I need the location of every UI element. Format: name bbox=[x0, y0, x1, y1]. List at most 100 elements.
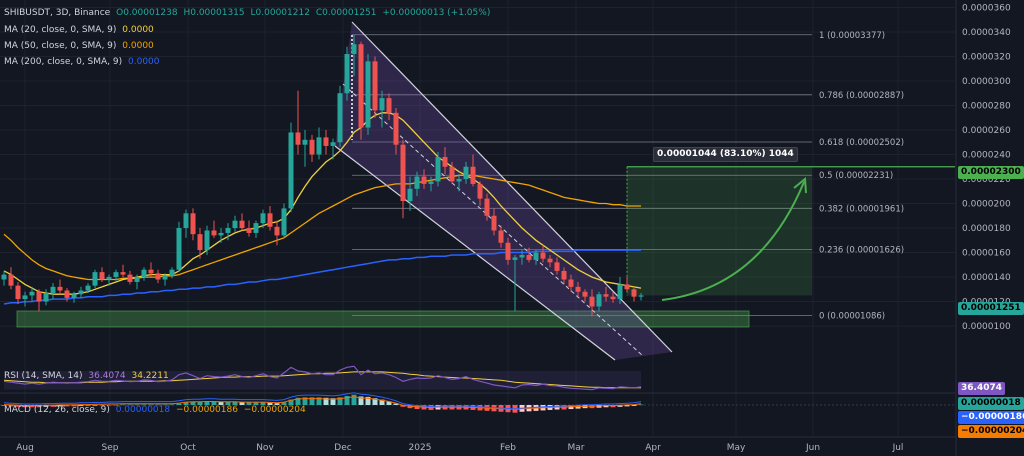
candle-body[interactable] bbox=[281, 208, 287, 236]
candle-body[interactable] bbox=[162, 275, 168, 280]
candle-body[interactable] bbox=[64, 290, 70, 298]
macd-label[interactable]: MACD (12, 26, close, 9) bbox=[4, 405, 110, 415]
candle-body[interactable] bbox=[491, 215, 497, 231]
fib-retracement[interactable]: 1 (0.00003377) 0.786 (0.00002887) 0.618 (0… bbox=[352, 31, 904, 322]
candle-body[interactable] bbox=[365, 61, 371, 128]
descending-channel[interactable] bbox=[334, 21, 673, 361]
candle-body[interactable] bbox=[246, 228, 252, 233]
candle-body[interactable] bbox=[260, 213, 266, 224]
candle-body[interactable] bbox=[554, 262, 560, 271]
candle-body[interactable] bbox=[232, 220, 238, 229]
candle-body[interactable] bbox=[190, 213, 196, 235]
candle-body[interactable] bbox=[169, 269, 175, 276]
candle-body[interactable] bbox=[267, 213, 273, 227]
candle-body[interactable] bbox=[456, 179, 462, 182]
candle-body[interactable] bbox=[610, 296, 616, 300]
candle-body[interactable] bbox=[442, 156, 448, 167]
candle-body[interactable] bbox=[463, 166, 469, 180]
candle-body[interactable] bbox=[505, 242, 511, 260]
candle-body[interactable] bbox=[421, 176, 427, 184]
candle-body[interactable] bbox=[8, 274, 14, 286]
candle-body[interactable] bbox=[582, 291, 588, 297]
candle-body[interactable] bbox=[477, 183, 483, 199]
candle-body[interactable] bbox=[358, 44, 364, 128]
candle-body[interactable] bbox=[631, 289, 637, 297]
rsi-label[interactable]: RSI (14, SMA, 14) bbox=[4, 371, 83, 381]
candle-body[interactable] bbox=[36, 291, 42, 302]
ma20-label[interactable]: MA (20, close, 0, SMA, 9) bbox=[4, 25, 117, 35]
candle-body[interactable] bbox=[15, 285, 21, 300]
candle-body[interactable] bbox=[428, 181, 434, 184]
symbol-label[interactable]: SHIBUSDT, 3D, Binance bbox=[4, 8, 111, 18]
measure-box[interactable] bbox=[626, 166, 955, 296]
candle-body[interactable] bbox=[197, 234, 203, 251]
channel-lower-line[interactable] bbox=[334, 145, 616, 361]
candle-body[interactable] bbox=[638, 295, 644, 297]
candle-body[interactable] bbox=[617, 284, 623, 300]
candle-body[interactable] bbox=[218, 232, 224, 236]
candle-body[interactable] bbox=[288, 132, 294, 209]
candle-body[interactable] bbox=[484, 198, 490, 216]
candle-body[interactable] bbox=[1, 274, 7, 280]
candle-body[interactable] bbox=[92, 272, 98, 286]
time-axis[interactable]: Aug Sep Oct Nov Dec 2025 Feb Mar Apr May Jun Jul bbox=[0, 436, 956, 453]
candle-body[interactable] bbox=[148, 269, 154, 274]
candle-body[interactable] bbox=[498, 230, 504, 243]
candle-body[interactable] bbox=[204, 230, 210, 251]
candle-body[interactable] bbox=[337, 93, 343, 143]
candle-body[interactable] bbox=[400, 144, 406, 202]
candle-body[interactable] bbox=[274, 226, 280, 236]
ma200-label[interactable]: MA (200, close, 0, SMA, 9) bbox=[4, 57, 123, 67]
candle-body[interactable] bbox=[624, 284, 630, 290]
candle-body[interactable] bbox=[239, 220, 245, 229]
candle-body[interactable] bbox=[512, 257, 518, 260]
candle-body[interactable] bbox=[99, 272, 105, 280]
candle-body[interactable] bbox=[547, 258, 553, 263]
candles[interactable] bbox=[1, 34, 644, 317]
rsi-pane[interactable] bbox=[0, 365, 955, 394]
candle-body[interactable] bbox=[330, 142, 336, 146]
candle-body[interactable] bbox=[519, 254, 525, 258]
candle-body[interactable] bbox=[379, 98, 385, 111]
candle-body[interactable] bbox=[372, 61, 378, 111]
candle-body[interactable] bbox=[302, 139, 308, 145]
candle-body[interactable] bbox=[351, 44, 357, 55]
candle-body[interactable] bbox=[43, 292, 49, 302]
candle-body[interactable] bbox=[176, 228, 182, 270]
candle-body[interactable] bbox=[78, 290, 84, 295]
candle-body[interactable] bbox=[106, 277, 112, 280]
candle-body[interactable] bbox=[393, 112, 399, 145]
candle-body[interactable] bbox=[22, 295, 28, 300]
candle-body[interactable] bbox=[134, 277, 140, 282]
candle-body[interactable] bbox=[309, 139, 315, 155]
candle-body[interactable] bbox=[57, 286, 63, 291]
candle-body[interactable] bbox=[533, 252, 539, 260]
candle-body[interactable] bbox=[316, 137, 322, 155]
candle-body[interactable] bbox=[120, 272, 126, 275]
candle-body[interactable] bbox=[540, 252, 546, 259]
candle-body[interactable] bbox=[435, 156, 441, 182]
candle-body[interactable] bbox=[596, 294, 602, 307]
candle-body[interactable] bbox=[113, 272, 119, 278]
candle-body[interactable] bbox=[407, 188, 413, 202]
candle-body[interactable] bbox=[603, 294, 609, 297]
candle-body[interactable] bbox=[344, 54, 350, 94]
candle-body[interactable] bbox=[568, 279, 574, 287]
candle-body[interactable] bbox=[183, 213, 189, 229]
candle-body[interactable] bbox=[589, 296, 595, 307]
candle-body[interactable] bbox=[295, 132, 301, 145]
candle-body[interactable] bbox=[141, 269, 147, 278]
candle-body[interactable] bbox=[225, 228, 231, 233]
candle-body[interactable] bbox=[323, 137, 329, 146]
candle-body[interactable] bbox=[575, 286, 581, 292]
candle-body[interactable] bbox=[85, 285, 91, 291]
candle-body[interactable] bbox=[71, 294, 77, 298]
candle-body[interactable] bbox=[561, 270, 567, 280]
candle-body[interactable] bbox=[127, 274, 133, 282]
candle-body[interactable] bbox=[29, 291, 35, 296]
candle-body[interactable] bbox=[211, 230, 217, 236]
candle-body[interactable] bbox=[449, 166, 455, 182]
macd-pane[interactable] bbox=[0, 392, 955, 413]
candle-body[interactable] bbox=[253, 223, 259, 233]
